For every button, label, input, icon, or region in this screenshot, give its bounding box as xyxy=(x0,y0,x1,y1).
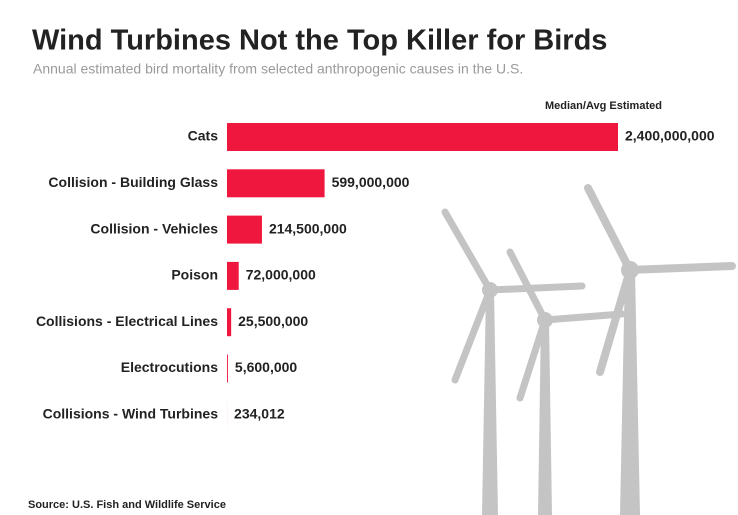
bar xyxy=(227,261,239,290)
bar xyxy=(227,123,618,151)
value-label: 25,500,000 xyxy=(238,313,308,329)
bar xyxy=(227,308,232,337)
bar xyxy=(227,169,325,198)
category-label: Collisions - Wind Turbines xyxy=(43,406,219,422)
category-label: Collision - Vehicles xyxy=(90,220,218,236)
category-label: Cats xyxy=(188,128,219,144)
category-label: Poison xyxy=(171,267,218,283)
value-label: 599,000,000 xyxy=(332,174,410,190)
wind-turbines xyxy=(441,184,736,515)
value-label: 214,500,000 xyxy=(269,220,347,236)
value-label: 5,600,000 xyxy=(235,359,297,375)
chart-title: Wind Turbines Not the Top Killer for Bir… xyxy=(32,25,607,57)
value-label: 2,400,000,000 xyxy=(625,128,715,144)
category-label: Electrocutions xyxy=(121,359,218,375)
category-label: Collisions - Electrical Lines xyxy=(36,313,218,329)
source: Source: U.S. Fish and Wildlife Service xyxy=(28,499,226,511)
value-label: 234,012 xyxy=(234,406,285,422)
bar xyxy=(227,215,262,244)
category-label: Collision - Building Glass xyxy=(48,174,218,190)
bar xyxy=(227,354,228,383)
chart-subtitle: Annual estimated bird mortality from sel… xyxy=(33,61,523,77)
value-label: 72,000,000 xyxy=(246,267,316,283)
value-header: Median/Avg Estimated xyxy=(545,100,662,112)
